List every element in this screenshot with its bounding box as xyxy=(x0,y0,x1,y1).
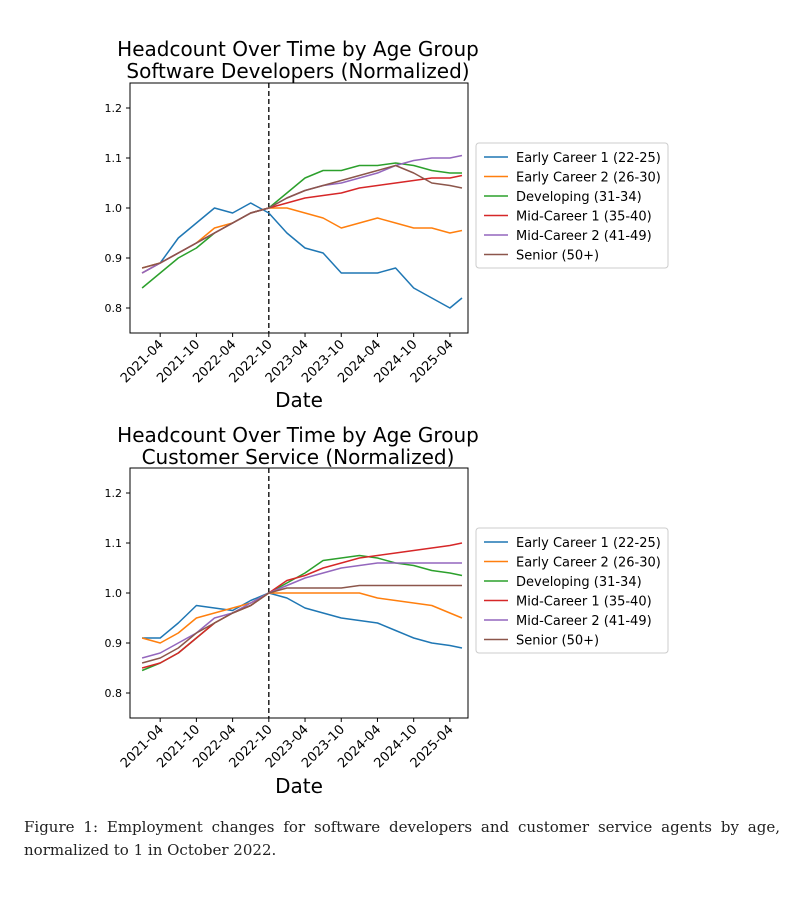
series-line-3 xyxy=(141,542,463,669)
y-axis: 0.8 0.9 1.0 1.1 1.2 xyxy=(105,487,130,700)
legend-label: Early Career 1 (22-25) xyxy=(516,151,661,166)
y-axis: 0.8 0.9 1.0 1.1 1.2 xyxy=(105,102,130,315)
x-axis-label: Date xyxy=(275,774,323,798)
chart-title-line1: Headcount Over Time by Age Group xyxy=(117,423,479,447)
x-axis-label: Date xyxy=(275,388,323,412)
series-line-1 xyxy=(141,207,463,269)
series-line-2 xyxy=(141,554,463,672)
chart-title-line2: Software Developers (Normalized) xyxy=(126,59,469,83)
legend-label: Mid-Career 1 (35-40) xyxy=(516,595,652,610)
y-tick-label: 1.1 xyxy=(105,152,123,165)
legend-label: Mid-Career 1 (35-40) xyxy=(516,210,652,225)
legend-label: Early Career 2 (26-30) xyxy=(516,556,661,571)
plot-area xyxy=(129,82,469,334)
legend-label: Mid-Career 2 (41-49) xyxy=(516,229,652,244)
legend-label: Developing (31-34) xyxy=(516,575,642,590)
legend-box xyxy=(475,142,669,269)
series-line-5 xyxy=(141,584,462,664)
legend-label: Senior (50+) xyxy=(516,634,599,649)
chart-title-line2: Customer Service (Normalized) xyxy=(142,445,455,469)
series-line-0 xyxy=(141,202,463,309)
series-line-1 xyxy=(141,592,463,644)
series-lines xyxy=(141,154,463,309)
y-tick-label: 1.0 xyxy=(105,202,123,215)
chart-customer-service: Headcount Over Time by Age Group Custome… xyxy=(105,423,669,798)
series-lines xyxy=(141,542,463,672)
figure: Headcount Over Time by Age Group Softwar… xyxy=(105,37,669,798)
legend-label: Senior (50+) xyxy=(516,249,599,264)
series-line-0 xyxy=(142,592,463,649)
y-tick-label: 1.2 xyxy=(105,487,123,500)
series-line-5 xyxy=(141,164,463,269)
legend-label: Early Career 2 (26-30) xyxy=(516,171,661,186)
x-axis: 2021-042021-102022-042022-102023-042023-… xyxy=(118,718,457,771)
y-tick-label: 1.0 xyxy=(105,587,123,600)
figure-caption: Figure 1: Employment changes for softwar… xyxy=(24,818,780,859)
legend-label: Early Career 1 (22-25) xyxy=(516,536,661,551)
y-tick-label: 0.9 xyxy=(105,252,123,265)
y-tick-label: 1.2 xyxy=(105,102,123,115)
chart-software-developers: Headcount Over Time by Age Group Softwar… xyxy=(105,37,669,412)
series-line-3 xyxy=(141,174,463,274)
legend-box xyxy=(475,527,669,654)
y-tick-label: 0.8 xyxy=(105,302,123,315)
y-tick-label: 0.9 xyxy=(105,637,123,650)
chart-title-line1: Headcount Over Time by Age Group xyxy=(117,37,479,61)
y-tick-label: 1.1 xyxy=(105,537,123,550)
y-tick-label: 0.8 xyxy=(105,687,123,700)
legend-label: Developing (31-34) xyxy=(516,190,642,205)
legend-label: Mid-Career 2 (41-49) xyxy=(516,614,652,629)
x-axis: 2021-042021-102022-042022-102023-042023-… xyxy=(118,333,457,386)
legend: Early Career 1 (22-25) Early Career 2 (26… xyxy=(475,142,669,269)
series-line-2 xyxy=(141,162,462,289)
legend: Early Career 1 (22-25) Early Career 2 (26… xyxy=(475,527,669,654)
